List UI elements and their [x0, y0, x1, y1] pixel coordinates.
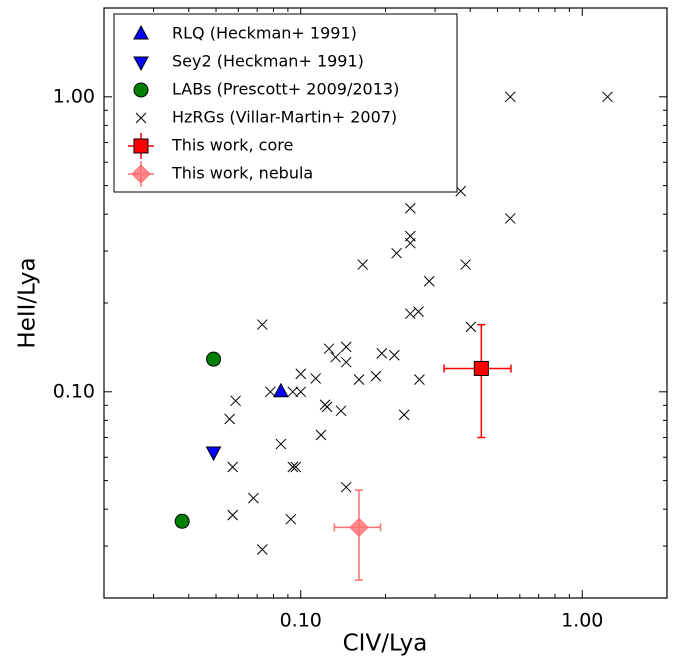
y-tick-label: 1.00 [53, 85, 95, 107]
marker [353, 374, 365, 385]
marker [391, 247, 402, 259]
marker [388, 349, 400, 361]
marker [602, 91, 613, 103]
marker [349, 517, 369, 538]
legend-marker [131, 164, 151, 184]
legend-label: Sey2 (Heckman+ 1991) [172, 52, 364, 71]
marker [473, 360, 489, 376]
x-tick-label: 0.10 [280, 610, 322, 632]
marker [227, 461, 239, 473]
marker [315, 429, 327, 441]
y-error-bar [477, 323, 486, 439]
marker [335, 405, 347, 417]
legend-marker [133, 24, 149, 40]
marker [465, 321, 477, 333]
legend-label: This work, core [171, 136, 293, 155]
legend-label: HzRGs (Villar-Martin+ 2007) [172, 108, 397, 127]
marker [287, 386, 299, 398]
marker [404, 202, 416, 214]
marker [290, 461, 302, 473]
legend-label: RLQ (Heckman+ 1991) [172, 24, 357, 43]
marker [460, 259, 471, 270]
plot-frame [103, 7, 668, 599]
marker [321, 401, 333, 413]
legend-marker [133, 138, 149, 154]
marker [285, 513, 297, 525]
marker [275, 438, 287, 450]
marker [357, 259, 369, 270]
marker [404, 308, 416, 320]
marker [273, 382, 289, 398]
x-tick-label: 1.00 [561, 610, 603, 632]
marker [206, 351, 222, 367]
marker [504, 91, 516, 103]
marker [404, 237, 416, 249]
legend-label: LABs (Prescott+ 2009/2013) [172, 80, 399, 99]
marker [256, 319, 268, 330]
marker [323, 343, 335, 355]
marker [295, 368, 307, 380]
y-tick-label: 0.10 [53, 380, 95, 402]
x-axis-label: CIV/Lya [343, 631, 428, 657]
y-axis-label: HeII/Lya [15, 257, 41, 348]
marker [398, 409, 410, 421]
marker [340, 356, 352, 368]
marker [330, 351, 341, 363]
legend: RLQ (Heckman+ 1991) Sey2 (Heckman+ 1991) L… [113, 13, 458, 193]
marker [414, 374, 425, 385]
legend-marker [135, 112, 147, 124]
marker [340, 341, 352, 353]
marker [287, 461, 299, 473]
marker [205, 446, 222, 462]
marker [248, 492, 259, 504]
marker [295, 386, 307, 398]
legend-marker [133, 56, 149, 72]
marker [413, 306, 424, 317]
marker [230, 395, 241, 407]
marker [340, 481, 352, 493]
legend-frame [113, 13, 458, 193]
marker [310, 373, 322, 384]
marker [376, 348, 388, 359]
legend-label: This work, nebula [171, 164, 313, 183]
marker [370, 370, 382, 382]
marker [174, 513, 190, 529]
marker [256, 544, 268, 555]
marker [227, 509, 239, 521]
marker [423, 275, 435, 287]
marker [504, 213, 516, 224]
marker [265, 386, 276, 398]
marker [224, 413, 236, 425]
legend-marker [133, 82, 149, 98]
